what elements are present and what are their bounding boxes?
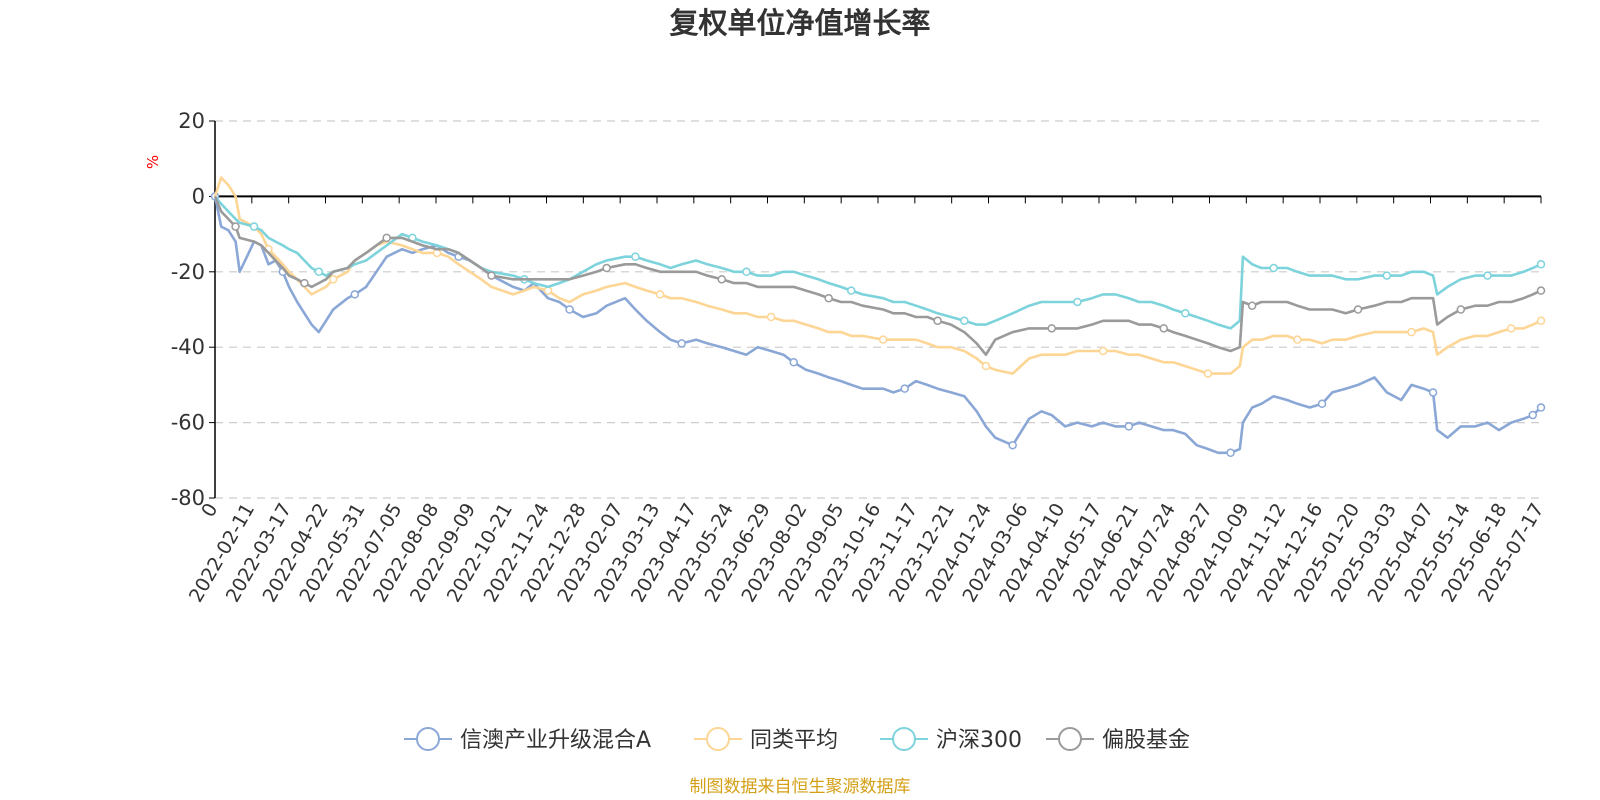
data-point [543, 286, 553, 295]
legend-marker [1058, 727, 1082, 751]
data-point [1247, 301, 1257, 310]
legend-label: 信澳产业升级混合A [460, 728, 651, 753]
data-point [487, 271, 496, 280]
data-point [824, 293, 833, 303]
y-tick-label: -20 [171, 260, 205, 284]
data-point [1536, 260, 1546, 269]
data-point [249, 222, 259, 231]
data-point [981, 361, 991, 371]
legend[interactable]: 信澳产业升级混合A 同类平均 沪深300 偏股基金 [404, 727, 1190, 753]
data-point [1008, 440, 1017, 450]
data-point [789, 358, 798, 367]
y-tick-label: 0 [192, 184, 205, 208]
data-point [847, 286, 856, 295]
data-point [350, 290, 360, 299]
data-point [631, 252, 640, 261]
data-point [655, 290, 665, 299]
data-point [1203, 369, 1213, 378]
series-line [213, 176, 1542, 375]
x-tick-label: 0 [197, 500, 222, 521]
data-point [231, 222, 240, 231]
data-point [1269, 263, 1278, 273]
data-point [1159, 324, 1169, 333]
data-point [1536, 286, 1546, 295]
legend-label: 同类平均 [750, 728, 838, 753]
data-point [878, 335, 888, 344]
legend-marker [706, 727, 730, 751]
data-point [960, 316, 969, 326]
data-point [1428, 388, 1438, 397]
data-point [1353, 305, 1363, 314]
legend-marker [416, 727, 440, 751]
series-line [213, 195, 1542, 357]
data-point [766, 312, 776, 322]
series-line [213, 196, 1542, 455]
y-axis-unit: % [144, 155, 162, 169]
y-tick-label: 20 [178, 109, 205, 133]
data-point [900, 384, 909, 393]
legend-item[interactable]: 同类平均 [694, 727, 838, 753]
data-point [1536, 316, 1546, 326]
grid [215, 120, 1541, 499]
data-point [382, 233, 391, 243]
data-point [1506, 324, 1516, 333]
series-4 [213, 195, 1546, 357]
data-point [933, 316, 942, 326]
chart-title: 复权单位净值增长率 [669, 6, 930, 40]
data-point [1226, 448, 1235, 458]
data-point [602, 263, 611, 273]
legend-item[interactable]: 信澳产业升级混合A [404, 727, 651, 753]
data-point [328, 275, 338, 284]
data-point [314, 267, 324, 277]
legend-item[interactable]: 偏股基金 [1046, 727, 1190, 753]
data-point [1124, 422, 1134, 431]
data-point [1098, 346, 1108, 356]
data-point [1317, 399, 1327, 408]
y-tick-label: -60 [171, 411, 205, 435]
y-tick-label: -40 [171, 335, 205, 359]
y-tick-labels: 20 0 -20 -40 -60 -80 [171, 109, 205, 510]
x-tick-labels: 02022-02-112022-03-172022-04-222022-05-3… [185, 499, 1548, 606]
data-point [1483, 271, 1492, 280]
data-point [1293, 335, 1302, 344]
axes [209, 120, 1542, 499]
data-point [1047, 324, 1056, 333]
data-point [677, 339, 686, 348]
legend-marker [892, 727, 916, 751]
series-lines [210, 176, 1546, 458]
data-point [742, 267, 751, 277]
data-point [1407, 327, 1416, 337]
series-1 [210, 192, 1546, 458]
data-point [1536, 403, 1546, 412]
legend-label: 偏股基金 [1102, 728, 1190, 753]
data-point [1456, 305, 1466, 314]
data-point [300, 278, 309, 288]
data-point [1382, 271, 1392, 280]
data-point [1073, 297, 1082, 307]
legend-item[interactable]: 沪深300 [880, 727, 1022, 753]
data-point [717, 275, 727, 284]
data-point [1528, 410, 1538, 420]
y-tick-label: -80 [171, 486, 205, 510]
data-point [565, 305, 574, 314]
source-note: 制图数据来自恒生聚源数据库 [690, 777, 911, 797]
data-point [1181, 309, 1190, 318]
legend-label: 沪深300 [936, 728, 1022, 753]
